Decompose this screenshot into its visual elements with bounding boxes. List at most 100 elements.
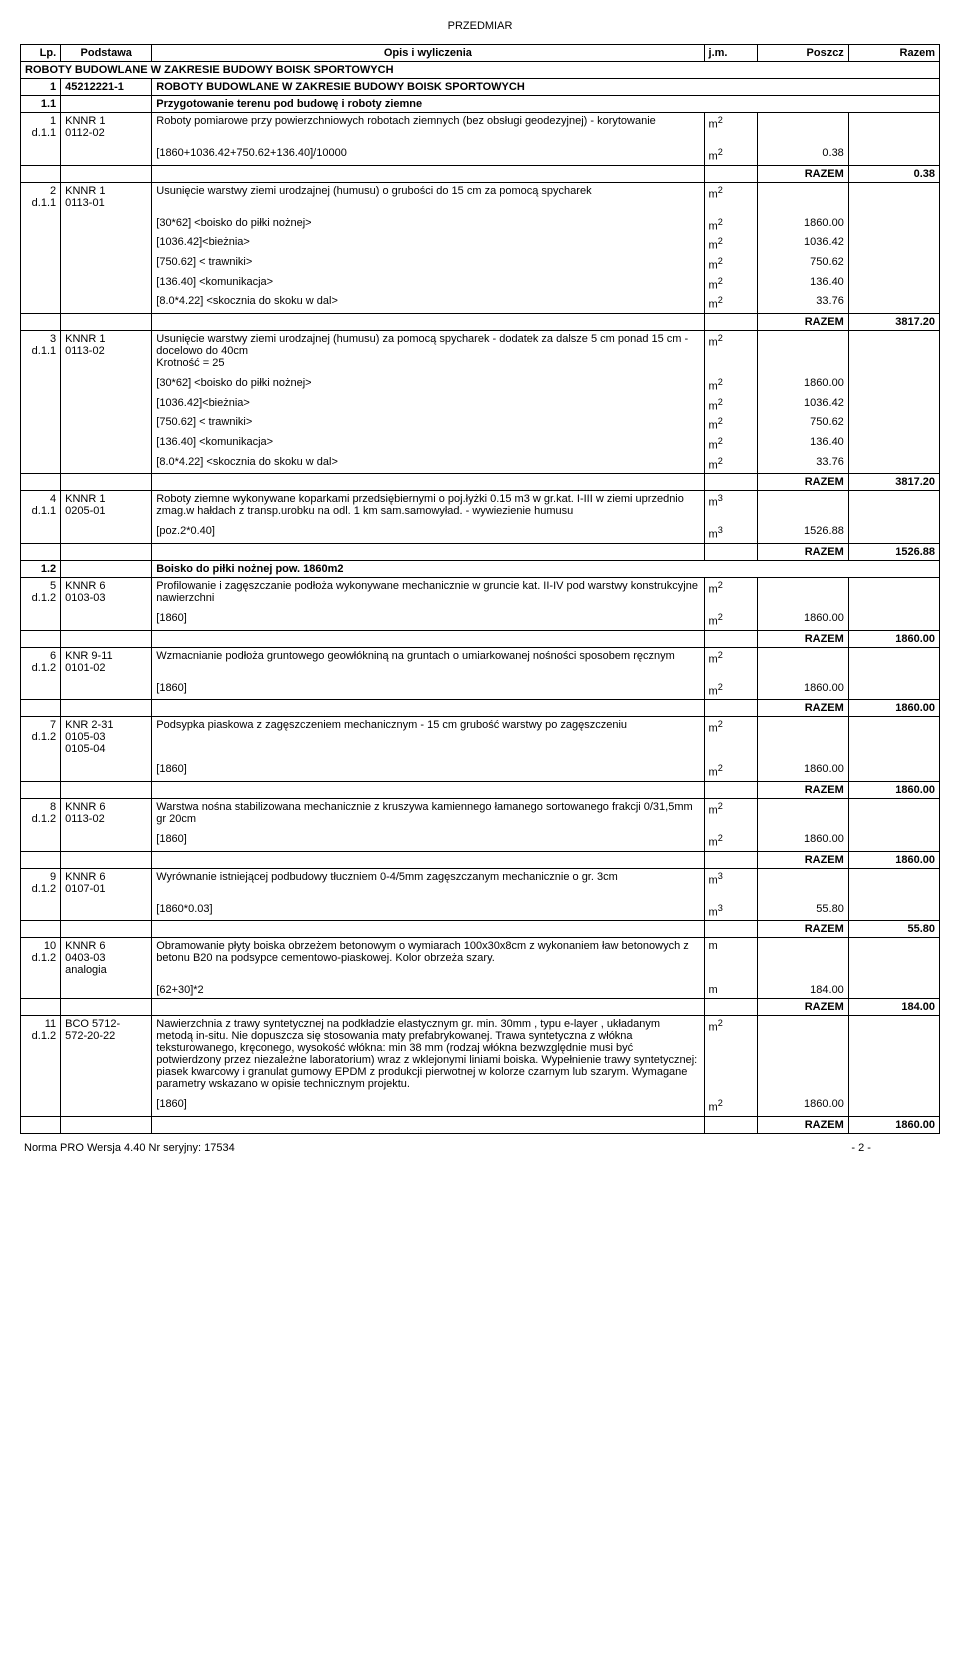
calc-qty: 1860.00	[757, 680, 848, 700]
razem-label: RAZEM	[757, 999, 848, 1016]
item-unit: m	[704, 938, 757, 979]
section-lp: 1	[21, 79, 61, 96]
item-basis: KNR 2-310105-030105-04	[61, 717, 152, 758]
razem-value: 55.80	[848, 921, 939, 938]
calc-qty: 1860.00	[757, 831, 848, 851]
razem-label: RAZEM	[757, 543, 848, 560]
item-desc: Podsypka piaskowa z zagęszczeniem mechan…	[152, 717, 704, 758]
razem-value: 1860.00	[848, 630, 939, 647]
razem-value: 1860.00	[848, 700, 939, 717]
calc-desc: [1860]	[152, 761, 704, 781]
item-lp: 2d.1.1	[21, 182, 61, 211]
item-desc: Usunięcie warstwy ziemi urodzajnej (humu…	[152, 330, 704, 371]
calc-desc: [1860]	[152, 680, 704, 700]
item-lp: 1d.1.1	[21, 113, 61, 142]
subsection-lp: 1.1	[21, 96, 61, 113]
item-lp: 4d.1.1	[21, 491, 61, 520]
calc-desc: [poz.2*0.40]	[152, 523, 704, 543]
razem-label: RAZEM	[757, 313, 848, 330]
subsection-lp: 1.2	[21, 560, 61, 577]
item-unit: m2	[704, 798, 757, 827]
calc-desc: [30*62] <boisko do piłki nożnej>	[152, 215, 704, 235]
calc-qty: 0.38	[757, 145, 848, 165]
item-lp: 3d.1.1	[21, 330, 61, 371]
item-basis: KNNR 60403-03analogia	[61, 938, 152, 979]
razem-value: 1860.00	[848, 781, 939, 798]
razem-value: 0.38	[848, 165, 939, 182]
razem-label: RAZEM	[757, 921, 848, 938]
razem-label: RAZEM	[757, 474, 848, 491]
calc-unit: m2	[704, 145, 757, 165]
calc-desc: [8.0*4.22] <skocznia do skoku w dal>	[152, 454, 704, 474]
item-basis: KNNR 60107-01	[61, 868, 152, 897]
calc-desc: [750.62] < trawniki>	[152, 254, 704, 274]
header-qty: Poszcz	[757, 45, 848, 62]
item-lp: 10d.1.2	[21, 938, 61, 979]
item-basis: KNNR 10113-02	[61, 330, 152, 371]
razem-value: 3817.20	[848, 313, 939, 330]
calc-unit: m2	[704, 680, 757, 700]
item-desc: Usunięcie warstwy ziemi urodzajnej (humu…	[152, 182, 704, 211]
item-unit: m2	[704, 647, 757, 676]
item-basis: KNR 9-110101-02	[61, 647, 152, 676]
calc-desc: [30*62] <boisko do piłki nożnej>	[152, 375, 704, 395]
razem-label: RAZEM	[757, 781, 848, 798]
item-desc: Wyrównanie istniejącej podbudowy tłuczni…	[152, 868, 704, 897]
header-unit: j.m.	[704, 45, 757, 62]
calc-qty: 1526.88	[757, 523, 848, 543]
calc-qty: 184.00	[757, 982, 848, 999]
calc-desc: [1036.42]<bieżnia>	[152, 234, 704, 254]
item-basis: KNNR 60103-03	[61, 577, 152, 606]
calc-desc: [1036.42]<bieżnia>	[152, 395, 704, 415]
calc-desc: [1860+1036.42+750.62+136.40]/10000	[152, 145, 704, 165]
calc-unit: m3	[704, 523, 757, 543]
item-unit: m2	[704, 113, 757, 142]
item-unit: m3	[704, 491, 757, 520]
item-lp: 11d.1.2	[21, 1016, 61, 1093]
calc-desc: [62+30]*2	[152, 982, 704, 999]
calc-qty: 1860.00	[757, 215, 848, 235]
razem-label: RAZEM	[757, 165, 848, 182]
calc-unit: m2	[704, 434, 757, 454]
calc-unit: m2	[704, 375, 757, 395]
razem-value: 1526.88	[848, 543, 939, 560]
calc-qty: 1860.00	[757, 375, 848, 395]
calc-qty: 136.40	[757, 274, 848, 294]
item-lp: 7d.1.2	[21, 717, 61, 758]
calc-unit: m2	[704, 1096, 757, 1116]
section-desc: ROBOTY BUDOWLANE W ZAKRESIE BUDOWY BOISK…	[152, 79, 940, 96]
calc-desc: [750.62] < trawniki>	[152, 414, 704, 434]
footer: Norma PRO Wersja 4.40 Nr seryjny: 17534 …	[20, 1140, 940, 1156]
calc-desc: [8.0*4.22] <skocznia do skoku w dal>	[152, 293, 704, 313]
razem-value: 1860.00	[848, 1116, 939, 1133]
calc-qty: 1860.00	[757, 610, 848, 630]
item-basis: BCO 5712-572-20-22	[61, 1016, 152, 1093]
item-basis: KNNR 10113-01	[61, 182, 152, 211]
razem-value: 1860.00	[848, 851, 939, 868]
calc-qty: 136.40	[757, 434, 848, 454]
calc-qty: 750.62	[757, 414, 848, 434]
razem-label: RAZEM	[757, 700, 848, 717]
calc-qty: 33.76	[757, 454, 848, 474]
item-unit: m2	[704, 577, 757, 606]
calc-unit: m2	[704, 610, 757, 630]
header-desc: Opis i wyliczenia	[152, 45, 704, 62]
calc-unit: m2	[704, 454, 757, 474]
item-lp: 8d.1.2	[21, 798, 61, 827]
item-desc: Nawierzchnia z trawy syntetycznej na pod…	[152, 1016, 704, 1093]
razem-label: RAZEM	[757, 851, 848, 868]
item-lp: 9d.1.2	[21, 868, 61, 897]
calc-qty: 1860.00	[757, 1096, 848, 1116]
calc-unit: m2	[704, 761, 757, 781]
razem-label: RAZEM	[757, 1116, 848, 1133]
item-unit: m2	[704, 1016, 757, 1093]
header-basis: Podstawa	[61, 45, 152, 62]
header-lp: Lp.	[21, 45, 61, 62]
item-basis: KNNR 10112-02	[61, 113, 152, 142]
calc-unit: m2	[704, 215, 757, 235]
item-lp: 6d.1.2	[21, 647, 61, 676]
calc-desc: [1860]	[152, 831, 704, 851]
calc-unit: m2	[704, 831, 757, 851]
calc-unit: m3	[704, 901, 757, 921]
item-lp: 5d.1.2	[21, 577, 61, 606]
